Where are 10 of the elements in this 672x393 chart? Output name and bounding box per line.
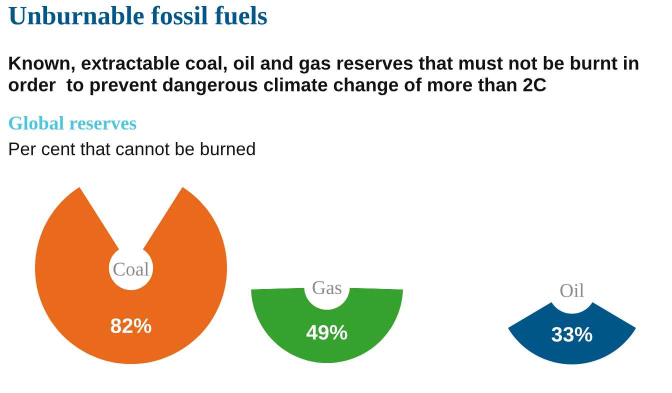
text: Per cent that cannot be burned [9, 142, 255, 156]
data-label: 49% [306, 324, 348, 340]
data-label: 33% [552, 326, 592, 342]
text: Global reserves [8, 116, 136, 130]
text: Known, extractable coal, oil and gas reserves that must not be burnt in order to prevent dangerous climate change of more than 2C [8, 56, 638, 96]
chart-title: Unburnable fossil fuels [8, 6, 267, 25]
data-label: 82% [110, 318, 152, 334]
slice-label: Oil [560, 283, 584, 298]
slice-label: Gas [312, 281, 342, 294]
slice-label: Coal [113, 262, 149, 276]
